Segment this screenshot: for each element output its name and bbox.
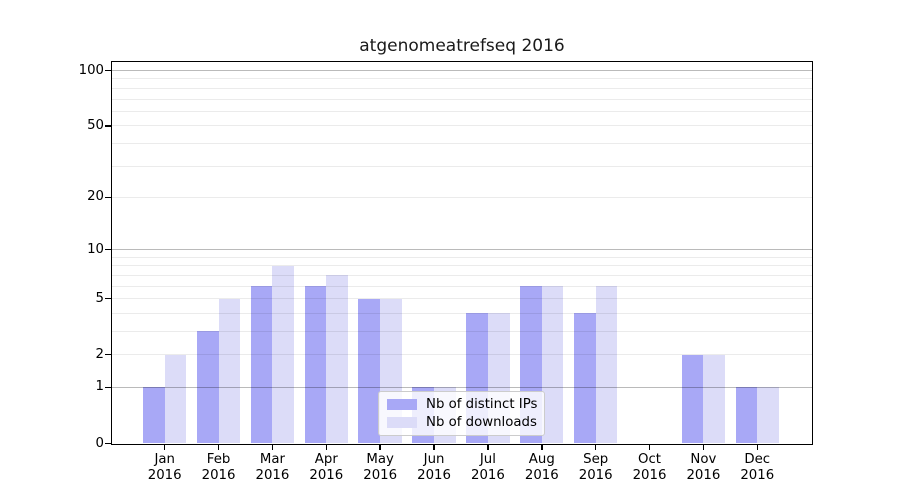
x-tick-label-dec: Dec 2016 [740,451,775,484]
legend: Nb of distinct IPs Nb of downloads [378,391,545,436]
y-tick-mark [105,442,112,445]
legend-swatch-distinct-ips-icon [387,399,417,410]
y-tick-mark [105,386,112,389]
x-tick-label-apr: Apr 2016 [309,451,344,484]
bar-jan-distinct-ips [143,387,165,444]
y-tick-mark [105,196,112,199]
y-tick-mark [105,297,112,300]
x-tick-label-may: May 2016 [363,451,398,484]
gridline-minor [112,78,812,80]
x-tick-label-jun: Jun 2016 [417,451,451,484]
x-tick-mark [594,443,597,450]
bar-feb-distinct-ips [196,331,219,444]
y-tick-mark [105,353,112,356]
gridline-minor [112,330,812,332]
gridline-minor [112,142,812,144]
gridline-minor [112,125,812,127]
gridline-major [112,70,812,72]
y-tick-label: 5 [95,290,104,306]
y-tick-mark [105,248,112,251]
gridline-major [112,386,812,388]
gridline-minor [112,165,812,167]
gridline-minor [112,265,812,267]
gridline-minor [112,298,812,300]
bar-sep-distinct-ips [573,313,596,444]
bar-apr-distinct-ips [304,286,327,444]
x-tick-mark [379,443,381,450]
x-tick-mark [702,443,705,450]
gridline-minor [112,110,812,112]
gridline-minor [112,354,812,356]
y-tick-label: 2 [95,346,104,362]
gridline-minor [112,98,812,100]
bar-apr-downloads [326,275,348,444]
gridline-minor [112,285,812,287]
y-tick-label: 50 [87,117,104,133]
legend-label-downloads: Nb of downloads [426,415,537,430]
legend-label-distinct-ips: Nb of distinct IPs [426,397,538,412]
bar-dec-downloads [757,387,779,444]
legend-item-distinct-ips: Nb of distinct IPs [387,397,538,412]
bar-jan-downloads [164,354,187,444]
chart-title: atgenomeatrefseq 2016 [359,36,565,56]
bar-mar-distinct-ips [250,286,273,444]
x-tick-label-feb: Feb 2016 [201,451,236,484]
bar-nov-distinct-ips [681,354,704,444]
x-tick-label-nov: Nov 2016 [686,451,721,484]
y-tick-label: 10 [87,241,104,257]
y-tick-mark [105,125,112,127]
y-tick-label: 1 [95,379,104,395]
gridline-minor [112,312,812,314]
x-tick-mark [217,443,220,450]
x-tick-mark [487,443,489,450]
y-tick-label: 0 [95,435,104,451]
bar-may-distinct-ips [358,298,381,444]
gridline-major [112,249,812,251]
x-tick-mark [648,443,651,450]
x-tick-label-jul: Jul 2016 [470,451,505,484]
x-tick-label-oct: Oct 2016 [632,451,667,484]
x-tick-label-jan: Jan 2016 [147,451,182,484]
x-tick-mark [433,443,435,450]
y-tick-label: 100 [78,62,104,78]
y-tick-mark [105,69,112,72]
bar-nov-downloads [703,354,726,444]
x-tick-mark [325,443,328,450]
legend-item-downloads: Nb of downloads [387,415,537,430]
bar-sep-downloads [595,286,618,444]
bar-dec-distinct-ips [735,387,758,444]
x-tick-label-aug: Aug 2016 [524,451,559,484]
gridline-minor [112,87,812,89]
x-tick-label-sep: Sep 2016 [578,451,613,484]
x-tick-mark [271,443,274,450]
bar-feb-downloads [218,298,241,444]
legend-swatch-downloads-icon [387,417,417,428]
x-tick-mark [756,443,759,450]
x-tick-mark [163,443,166,450]
gridline-minor [112,256,812,258]
x-tick-label-mar: Mar 2016 [255,451,290,484]
bar-aug-downloads [541,286,564,444]
bar-mar-downloads [272,265,295,444]
gridline-minor [112,196,812,198]
y-tick-label: 20 [87,189,104,205]
gridline-minor [112,274,812,276]
x-tick-mark [541,443,543,450]
